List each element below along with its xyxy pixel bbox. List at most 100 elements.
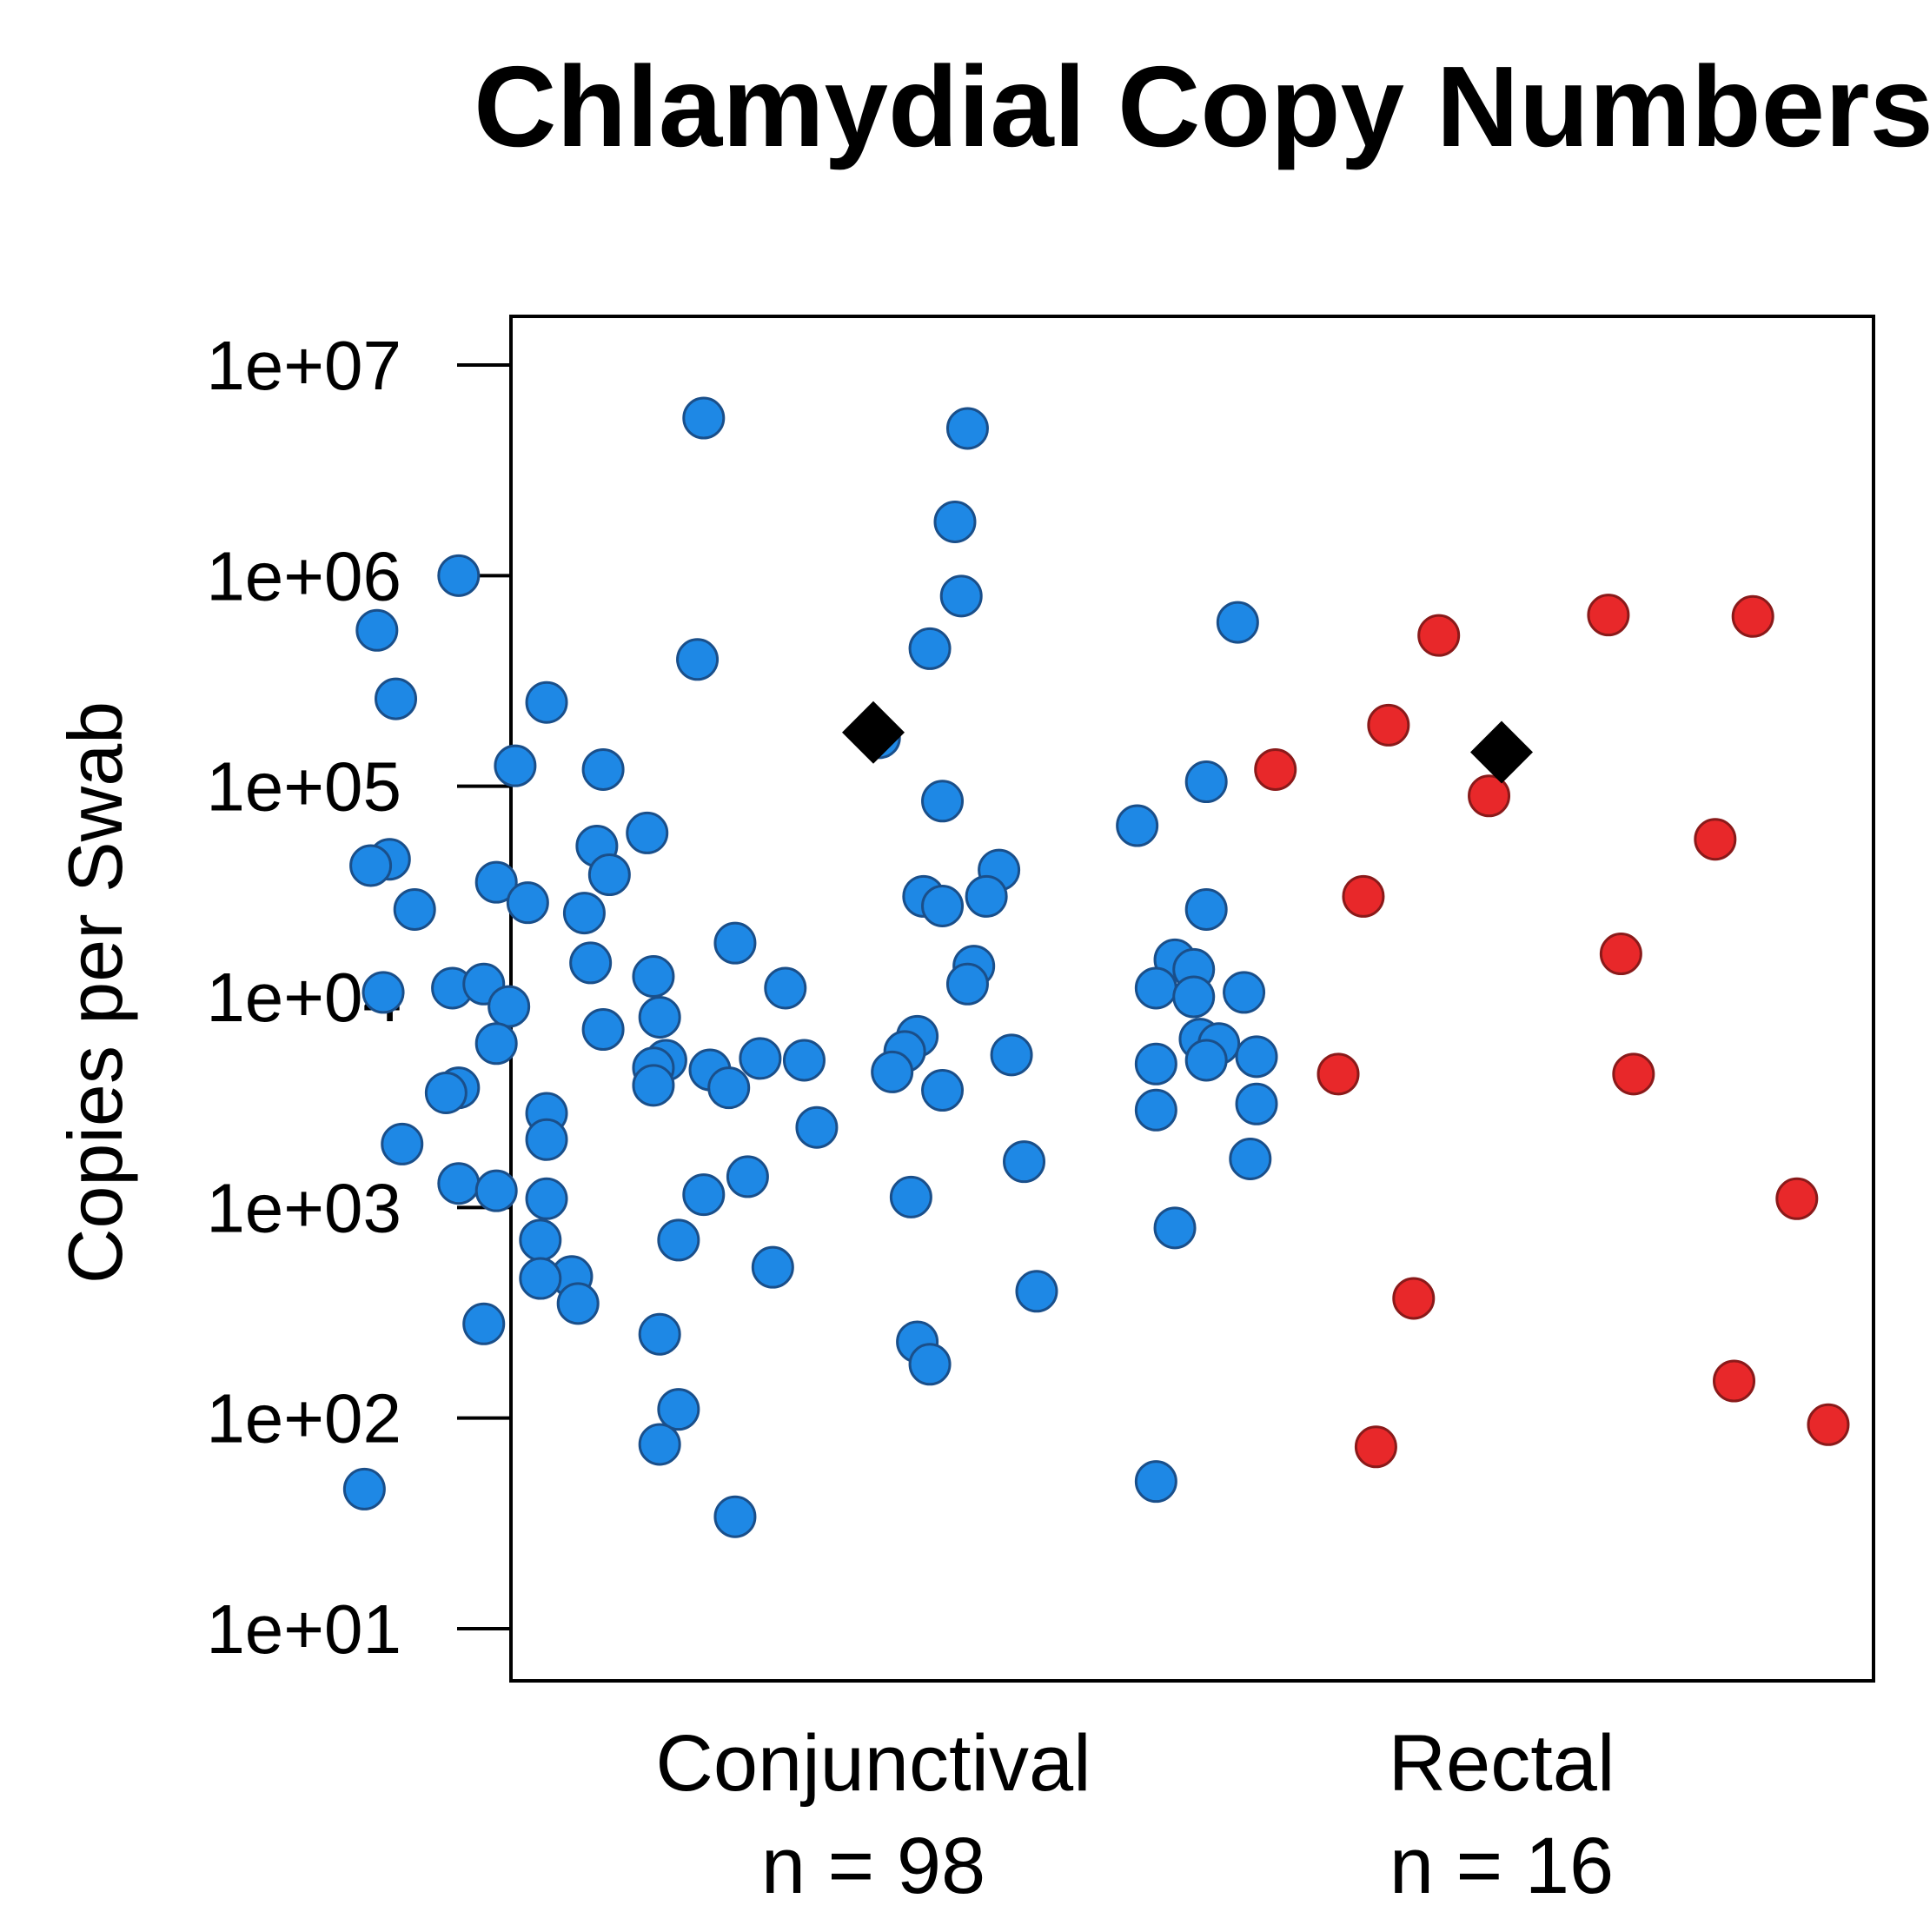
- data-point: [921, 884, 965, 927]
- data-point: [1223, 971, 1266, 1014]
- mean-markers: [842, 700, 1533, 784]
- data-point: [506, 881, 549, 925]
- category-n-label: n = 16: [1389, 1822, 1614, 1910]
- data-point: [764, 966, 807, 1010]
- data-point: [707, 1066, 751, 1110]
- data-point: [713, 921, 757, 965]
- data-point: [945, 962, 989, 1006]
- data-point: [739, 1037, 782, 1080]
- data-point: [1392, 1277, 1436, 1320]
- data-point: [657, 1218, 700, 1262]
- data-point: [1612, 1052, 1655, 1096]
- data-point: [519, 1218, 562, 1262]
- data-point: [726, 1155, 769, 1198]
- data-point: [1731, 594, 1774, 638]
- data-point: [525, 681, 568, 724]
- data-point: [965, 874, 1008, 918]
- data-point: [437, 1162, 481, 1205]
- data-point: [908, 1343, 952, 1386]
- y-tick-label: 1e+01: [206, 1590, 401, 1668]
- data-point: [990, 1033, 1033, 1077]
- data-point: [1342, 874, 1385, 918]
- data-point: [437, 554, 481, 597]
- category-n-label: n = 98: [761, 1822, 985, 1910]
- y-tick-label: 1e+06: [206, 537, 401, 614]
- data-point: [375, 677, 418, 720]
- data-point: [871, 1050, 914, 1093]
- data-point: [381, 1122, 424, 1165]
- data-point: [462, 1302, 506, 1345]
- data-point: [487, 985, 531, 1028]
- data-point: [632, 1064, 675, 1107]
- data-point: [682, 1173, 726, 1217]
- data-point: [657, 1388, 700, 1431]
- data-point: [1317, 1052, 1360, 1096]
- data-point: [342, 1467, 386, 1510]
- data-point: [587, 853, 631, 896]
- mean-marker: [1470, 720, 1533, 784]
- category-label: Rectal: [1389, 1719, 1615, 1808]
- y-tick-label: 1e+02: [206, 1380, 401, 1457]
- data-point: [751, 1245, 794, 1289]
- mean-marker: [842, 700, 905, 764]
- data-point: [569, 941, 613, 985]
- data-point: [626, 811, 669, 854]
- chart-title: Chlamydial Copy Numbers: [474, 43, 1930, 170]
- data-point: [1184, 887, 1228, 931]
- data-point: [1775, 1177, 1819, 1220]
- y-axis-label: Copies per Swab: [52, 701, 138, 1284]
- data-point: [921, 780, 965, 823]
- data-point: [1599, 933, 1642, 976]
- data-point: [1003, 1140, 1046, 1184]
- data-point: [1235, 1035, 1278, 1079]
- data-point: [474, 1022, 518, 1066]
- data-point: [393, 887, 436, 931]
- data-point: [1354, 1425, 1397, 1469]
- data-point: [525, 1177, 568, 1220]
- data-point: [782, 1039, 826, 1082]
- data-point: [632, 955, 675, 999]
- data-point: [1172, 975, 1216, 1019]
- data-point: [795, 1105, 839, 1149]
- data-point: [1694, 818, 1737, 861]
- data-point: [713, 1495, 757, 1538]
- data-point: [1134, 966, 1177, 1010]
- data-point: [424, 1071, 468, 1114]
- data-point: [525, 1118, 568, 1161]
- data-point: [1134, 1042, 1177, 1086]
- data-points: [342, 396, 1850, 1538]
- data-point: [939, 574, 983, 618]
- data-point: [349, 844, 393, 887]
- data-point: [1367, 703, 1410, 747]
- y-tick-label: 1e+05: [206, 748, 401, 826]
- data-point: [638, 1312, 681, 1356]
- data-point: [1254, 747, 1297, 791]
- data-point: [361, 971, 405, 1014]
- data-point: [1153, 1206, 1197, 1250]
- data-point: [1235, 1082, 1278, 1125]
- data-point: [1417, 614, 1461, 657]
- data-point: [1216, 601, 1259, 644]
- data-point: [676, 638, 720, 681]
- data-point: [1713, 1359, 1756, 1403]
- data-point: [581, 747, 625, 791]
- data-point: [494, 744, 537, 787]
- data-point: [1587, 594, 1630, 637]
- data-point: [1229, 1137, 1272, 1180]
- data-point: [1116, 804, 1159, 847]
- data-point: [945, 407, 989, 450]
- x-axis-labels: Conjunctival n = 98 Rectal n = 16: [655, 1719, 1615, 1910]
- data-point: [921, 1069, 965, 1112]
- data-point: [908, 627, 952, 670]
- data-point: [682, 396, 726, 440]
- data-point: [889, 1175, 932, 1218]
- data-point: [1134, 1460, 1177, 1504]
- data-point: [1807, 1403, 1850, 1446]
- data-point: [638, 1423, 681, 1466]
- data-point: [1134, 1088, 1177, 1132]
- y-tick-label: 1e+03: [206, 1169, 401, 1246]
- data-point: [581, 1008, 625, 1052]
- data-point: [1468, 774, 1511, 818]
